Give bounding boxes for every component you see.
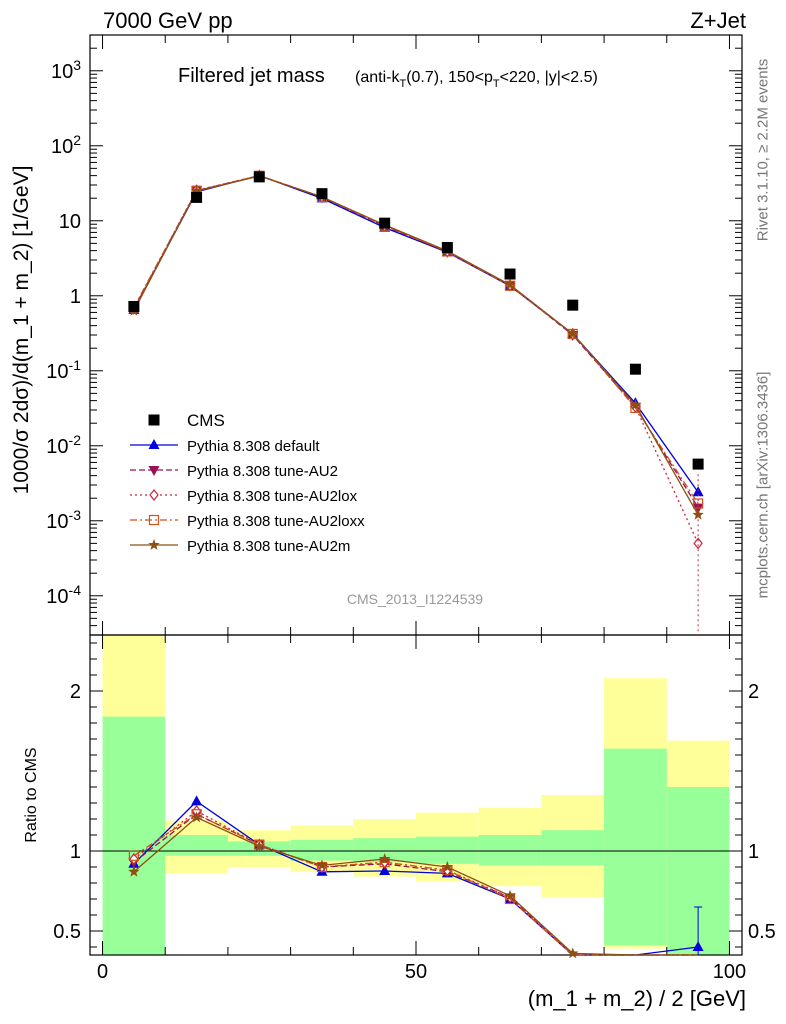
chart-subtitle: (anti-kT(0.7), 150<pT<220, |y|<2.5) xyxy=(355,69,598,90)
ratio-tick-label: 1 xyxy=(70,841,81,863)
y-tick-label: 103 xyxy=(51,57,81,83)
series-5-line xyxy=(133,175,699,516)
x-tick-label: 50 xyxy=(405,961,427,983)
legend-cms-marker xyxy=(148,414,160,426)
y-tick-label: 10-1 xyxy=(46,357,81,383)
series-5-point xyxy=(567,327,579,339)
series-3-point xyxy=(693,537,703,550)
legend-cms-label: CMS xyxy=(187,411,225,430)
chart-title: Filtered jet mass xyxy=(178,65,325,87)
legend-series-label: Pythia 8.308 tune-AU2 xyxy=(187,463,338,480)
legend-series-marker xyxy=(148,514,160,526)
ratio-tick-label: 2 xyxy=(748,681,759,703)
cms-data-point xyxy=(191,191,203,203)
watermark-label: CMS_2013_I1224539 xyxy=(347,591,483,607)
legend-series-marker xyxy=(148,466,160,476)
legend-series-marker xyxy=(148,439,160,449)
series-4-ratio-line xyxy=(133,813,699,956)
y-tick-label: 10-2 xyxy=(46,432,81,458)
series-5-ratio-point xyxy=(567,947,579,959)
header-right-label: Z+Jet xyxy=(690,8,746,33)
series-5-point xyxy=(629,399,642,410)
legend-series-marker xyxy=(148,539,160,550)
series-5-ratio-point xyxy=(441,861,454,872)
y-tick-label: 10-3 xyxy=(46,507,81,533)
series-4-point xyxy=(693,498,704,509)
series-5-ratio-point xyxy=(190,811,203,823)
x-tick-label: 0 xyxy=(97,961,108,983)
series-4-ratio-point xyxy=(128,850,139,861)
uncertainty-band-green xyxy=(416,836,479,864)
cms-data-point xyxy=(692,458,704,470)
y-tick-label: 102 xyxy=(51,132,81,158)
series-5-ratio-point xyxy=(316,859,328,871)
uncertainty-band-green xyxy=(478,835,542,866)
uncertainty-band-green xyxy=(290,839,354,861)
series-5-point xyxy=(504,278,516,290)
series-1-ratio-point xyxy=(191,795,203,806)
legend-series-label: Pythia 8.308 tune-AU2lox xyxy=(187,488,358,505)
uncertainty-band-green xyxy=(604,748,667,946)
ratio-tick-label: 0.5 xyxy=(53,921,81,943)
y-tick-label: 1 xyxy=(70,286,81,308)
x-axis-label: (m_1 + m_2) / 2 [GeV] xyxy=(527,986,746,1011)
series-5-ratio-point xyxy=(253,840,265,852)
uncertainty-band-green xyxy=(102,716,166,955)
cms-data-point xyxy=(567,299,579,311)
series-3-ratio-point xyxy=(129,853,139,865)
series-5-point xyxy=(692,508,704,520)
series-5-ratio-point xyxy=(378,853,391,864)
ratio-tick-label: 0.5 xyxy=(748,921,776,943)
series-5-ratio-point xyxy=(504,889,516,901)
cms-data-point xyxy=(316,188,328,200)
x-tick-label: 100 xyxy=(713,961,746,983)
series-2-line xyxy=(133,174,699,508)
legend-series-label: Pythia 8.308 tune-AU2loxx xyxy=(187,513,365,530)
legend-series-label: Pythia 8.308 default xyxy=(187,438,320,455)
series-5-ratio-point xyxy=(128,865,140,877)
uncertainty-band-green xyxy=(541,830,605,866)
cms-data-point xyxy=(441,242,453,254)
cms-data-point xyxy=(253,171,265,183)
ratio-tick-label: 2 xyxy=(70,681,81,703)
legend-series-marker xyxy=(149,489,159,501)
series-1-ratio-point xyxy=(379,865,391,875)
cms-data-point xyxy=(379,217,391,229)
y-tick-label: 10 xyxy=(59,211,81,233)
series-5-point xyxy=(190,185,203,196)
ratio-tick-label: 1 xyxy=(748,841,759,863)
y-tick-label: 10-4 xyxy=(46,582,81,608)
legend-series-label: Pythia 8.308 tune-AU2m xyxy=(187,538,350,555)
header-left-label: 7000 GeV pp xyxy=(103,8,233,33)
cms-data-point xyxy=(504,268,516,280)
series-5-ratio-line xyxy=(133,816,699,956)
cms-data-point xyxy=(128,300,140,312)
uncertainty-band-green xyxy=(165,835,228,856)
cms-data-point xyxy=(629,363,641,375)
